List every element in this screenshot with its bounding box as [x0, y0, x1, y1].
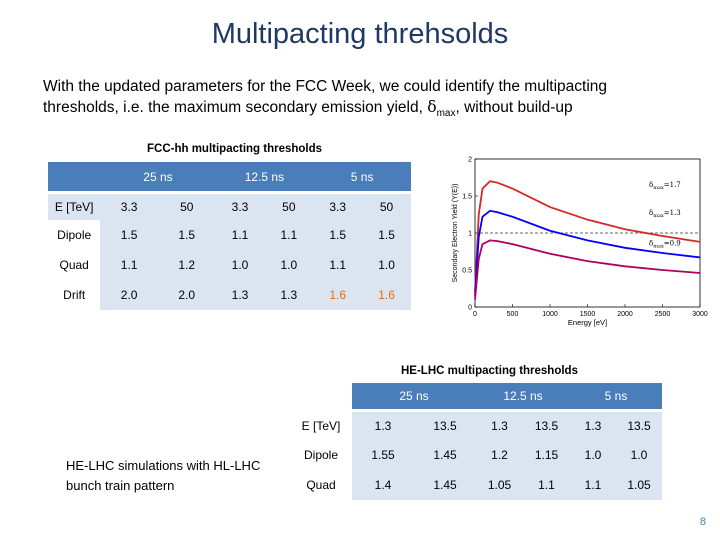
- fcc-energy-cell: 3.3: [100, 194, 158, 220]
- fcc-cell: 1.0: [362, 250, 411, 280]
- helhc-group-25ns: 25 ns: [352, 383, 476, 409]
- helhc-cell: 1.05: [476, 470, 523, 500]
- y-tick-label: 0.5: [462, 268, 472, 275]
- y-tick-label: 1.5: [462, 194, 472, 201]
- helhc-energy-cell: 13.5: [523, 412, 570, 440]
- helhc-cell: 1.45: [414, 440, 476, 470]
- helhc-cell: 1.1: [570, 470, 616, 500]
- helhc-cell: 1.05: [616, 470, 662, 500]
- x-tick-label: 2000: [617, 311, 633, 318]
- y-axis-label: Secondary Electron Yield (Y(E)): [452, 184, 459, 283]
- helhc-cell: 1.55: [352, 440, 414, 470]
- helhc-cell: 1.15: [523, 440, 570, 470]
- fcc-header-blank: [48, 162, 101, 191]
- fcc-table-caption: FCC-hh multipacting thresholds: [147, 143, 323, 155]
- fcc-row-label-quad: Quad: [48, 250, 101, 280]
- sey-curve: [474, 180, 701, 293]
- sey-plot: 0 500 1000 1500 2000 2500 3000 0 0.5 1 1.5 2 δmax=1.…: [452, 157, 708, 328]
- fcc-row-label-drift: Drift: [48, 280, 101, 310]
- x-tick-label: 3000: [692, 311, 708, 318]
- y-tick-label: 2: [468, 157, 472, 164]
- intro-text: With the updated parameters for the FCC …: [43, 76, 683, 124]
- x-axis-label: Energy [eV]: [568, 318, 607, 327]
- fcc-cell: 1.2: [157, 250, 216, 280]
- helhc-cell: 1.0: [570, 440, 616, 470]
- fcc-cell: 1.1: [215, 220, 265, 250]
- fcc-cell: 1.5: [100, 220, 158, 250]
- helhc-cell: 1.0: [616, 440, 662, 470]
- fcc-cell-highlight: 1.6: [313, 280, 363, 310]
- y-tick-label: 0: [468, 305, 472, 312]
- helhc-row-label-quad: Quad: [290, 470, 352, 500]
- helhc-energy-cell: 13.5: [616, 412, 662, 440]
- helhc-cell: 1.2: [476, 440, 523, 470]
- helhc-energy-cell: 1.3: [352, 412, 414, 440]
- fcc-cell: 2.0: [100, 280, 158, 310]
- helhc-energy-cell: 13.5: [414, 412, 476, 440]
- fcc-energy-cell: 50: [264, 194, 314, 220]
- fcc-energy-cell: 3.3: [313, 194, 363, 220]
- helhc-cell: 1.4: [352, 470, 414, 500]
- intro-text-before: With the updated parameters for the FCC …: [43, 78, 608, 116]
- fcc-cell: 1.5: [313, 220, 363, 250]
- sey-curve: [474, 209, 701, 296]
- fcc-energy-cell: 50: [362, 194, 411, 220]
- helhc-group-12-5ns: 12.5 ns: [476, 383, 570, 409]
- helhc-group-5ns: 5 ns: [570, 383, 662, 409]
- fcc-cell: 1.0: [264, 250, 314, 280]
- fcc-energy-label: E [TeV]: [48, 194, 101, 220]
- fcc-cell: 1.1: [100, 250, 158, 280]
- fcc-row-label-dipole: Dipole: [48, 220, 101, 250]
- helhc-row-label-dipole: Dipole: [290, 440, 352, 470]
- x-tick-label: 500: [507, 311, 519, 318]
- curve-annotation: δmax=0.9: [649, 240, 681, 250]
- page-number: 8: [699, 516, 706, 528]
- helhc-table: 25 ns 12.5 ns 5 ns E [TeV] 1.3 13.5 1.3 …: [290, 383, 662, 500]
- helhc-energy-label: E [TeV]: [290, 412, 352, 440]
- fcc-group-12-5ns: 12.5 ns: [215, 162, 314, 191]
- helhc-cell: 1.45: [414, 470, 476, 500]
- fcc-cell-highlight: 1.6: [362, 280, 411, 310]
- fcc-cell: 1.1: [313, 250, 363, 280]
- fcc-cell: 1.3: [215, 280, 265, 310]
- x-tick-label: 1500: [580, 311, 596, 318]
- x-tick-label: 2500: [655, 311, 671, 318]
- intro-text-after: , without build-up: [455, 99, 573, 116]
- fcc-cell: 1.1: [264, 220, 314, 250]
- helhc-table-caption: HE-LHC multipacting thresholds: [401, 365, 578, 377]
- fcc-energy-cell: 3.3: [215, 194, 265, 220]
- helhc-cell: 1.1: [523, 470, 570, 500]
- delta-symbol: δ: [427, 98, 437, 116]
- fcc-cell: 1.3: [264, 280, 314, 310]
- fcc-cell: 1.0: [215, 250, 265, 280]
- fcc-group-25ns: 25 ns: [100, 162, 216, 191]
- x-tick-label: 0: [473, 311, 477, 318]
- delta-subscript: max: [436, 108, 456, 120]
- helhc-header-blank: [290, 383, 352, 409]
- bottom-note: HE-LHC simulations with HL-LHC bunch tra…: [66, 458, 261, 493]
- curve-annotation: δmax=1.3: [649, 209, 681, 219]
- helhc-energy-cell: 1.3: [476, 412, 523, 440]
- fcc-cell: 1.5: [157, 220, 216, 250]
- helhc-energy-cell: 1.3: [570, 412, 616, 440]
- fcc-table: 25 ns 12.5 ns 5 ns E [TeV] 3.3 50 3.3 50…: [48, 162, 411, 310]
- sey-curve: [474, 239, 701, 300]
- y-tick-label: 1: [468, 231, 472, 238]
- curve-annotation: δmax=1.7: [649, 181, 681, 191]
- page-title: Multipacting threhsolds: [211, 18, 509, 50]
- fcc-cell: 2.0: [157, 280, 216, 310]
- fcc-cell: 1.5: [362, 220, 411, 250]
- x-tick-label: 1000: [542, 311, 558, 318]
- fcc-energy-cell: 50: [157, 194, 216, 220]
- fcc-group-5ns: 5 ns: [313, 162, 411, 191]
